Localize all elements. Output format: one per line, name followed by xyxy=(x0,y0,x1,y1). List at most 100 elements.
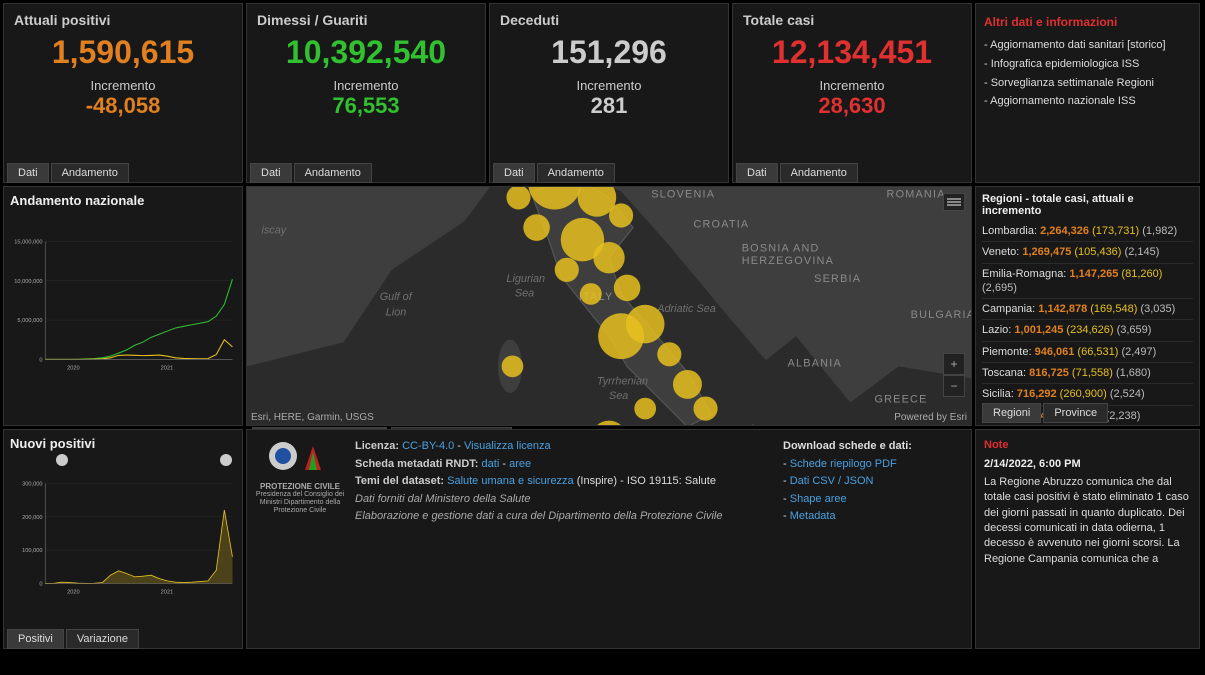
tab-andamento[interactable]: Andamento xyxy=(294,163,372,183)
tab-dati[interactable]: Dati xyxy=(736,163,778,183)
svg-text:Gulf of: Gulf of xyxy=(380,291,413,303)
map-panel[interactable]: FRANCESWITZERLANDAUSTRIASLOVENIAHUNGARYR… xyxy=(246,186,972,426)
chart-andamento-nazionale: Andamento nazionale 0 5,000,000 10,000,000 1… xyxy=(3,186,243,426)
stat-card-2: Deceduti 151,296 Incremento281 DatiAndament… xyxy=(489,3,729,183)
stat-card-3: Totale casi 12,134,451 Incremento28,630 Dat… xyxy=(732,3,972,183)
svg-text:HERZEGOVINA: HERZEGOVINA xyxy=(742,255,834,267)
info-links-header: Altri dati e informazioni xyxy=(984,12,1191,32)
increment-label: Incremento xyxy=(500,78,718,93)
svg-text:ALBANIA: ALBANIA xyxy=(788,357,842,369)
info-link[interactable]: - Aggiornamento dati sanitari [storico] xyxy=(984,36,1191,55)
regions-panel: Regioni - totale casi, attuali e increme… xyxy=(975,186,1200,426)
tab-dati[interactable]: Dati xyxy=(250,163,292,183)
svg-text:Sea: Sea xyxy=(515,287,534,299)
note-panel: Note 2/14/2022, 6:00 PM La Regione Abruzzo… xyxy=(975,429,1200,649)
increment-value: -48,058 xyxy=(14,93,232,119)
svg-text:Ionian Sea: Ionian Sea xyxy=(736,424,788,425)
stat-tabs: DatiAndamento xyxy=(493,163,615,183)
stat-title: Deceduti xyxy=(500,12,718,28)
region-row[interactable]: Emilia-Romagna: 1,147,265 (81,260) (2,69… xyxy=(982,264,1193,300)
svg-text:iscay: iscay xyxy=(261,225,286,237)
tab-regioni[interactable]: Regioni xyxy=(982,403,1041,423)
svg-text:Sea: Sea xyxy=(609,390,628,402)
note-header: Note xyxy=(984,438,1191,453)
zoom-out-button[interactable]: − xyxy=(943,375,965,397)
tab-variazione[interactable]: Variazione xyxy=(66,629,139,649)
stat-tabs: DatiAndamento xyxy=(7,163,129,183)
svg-text:GREECE: GREECE xyxy=(874,394,927,406)
chart-title: Andamento nazionale xyxy=(10,193,236,208)
stat-title: Totale casi xyxy=(743,12,961,28)
legend-icon[interactable] xyxy=(943,193,965,211)
svg-text:5,000,000: 5,000,000 xyxy=(17,318,42,324)
region-row[interactable]: Lombardia: 2,264,326 (173,731) (1,982) xyxy=(982,221,1193,242)
svg-text:100,000: 100,000 xyxy=(22,548,42,554)
license-link[interactable]: CC-BY-4.0 xyxy=(402,440,454,452)
note-body: La Regione Abruzzo comunica che dal tota… xyxy=(984,475,1191,567)
protezione-civile-logo: PROTEZIONE CIVILEPresidenza del Consigli… xyxy=(255,438,345,640)
stat-card-0: Attuali positivi 1,590,615 Incremento-48,0… xyxy=(3,3,243,183)
note-date: 2/14/2022, 6:00 PM xyxy=(984,457,1191,472)
svg-text:Ligurian: Ligurian xyxy=(506,273,545,285)
region-row[interactable]: Lazio: 1,001,245 (234,626) (3,659) xyxy=(982,320,1193,341)
zoom-in-button[interactable]: + xyxy=(943,353,965,375)
footer-metadata: Licenza: CC-BY-4.0 - Visualizza licenza … xyxy=(355,438,773,640)
tab-province[interactable]: Province xyxy=(1043,403,1108,423)
stat-value: 1,590,615 xyxy=(14,36,232,68)
increment-value: 28,630 xyxy=(743,93,961,119)
increment-label: Incremento xyxy=(14,78,232,93)
svg-text:2020: 2020 xyxy=(67,365,80,371)
map-attribution-left: Esri, HERE, Garmin, USGS xyxy=(251,412,374,423)
rndt-dati-link[interactable]: dati xyxy=(482,458,500,470)
tab-dati[interactable]: Dati xyxy=(7,163,49,183)
download-link[interactable]: Shape aree xyxy=(790,493,847,505)
chart-nuovi-positivi: Nuovi positivi0100,000200,000300,0002020… xyxy=(3,429,243,649)
footer-panel: PROTEZIONE CIVILEPresidenza del Consigli… xyxy=(246,429,972,649)
svg-text:Lion: Lion xyxy=(386,307,407,319)
tab-andamento[interactable]: Andamento xyxy=(780,163,858,183)
info-link[interactable]: - Sorveglianza settimanale Regioni xyxy=(984,74,1191,93)
stat-title: Dimessi / Guariti xyxy=(257,12,475,28)
time-slider-handle-left[interactable] xyxy=(56,454,68,466)
chart-title: Nuovi positivi xyxy=(10,436,236,451)
svg-text:ROMANIA: ROMANIA xyxy=(887,188,946,200)
region-row[interactable]: Campania: 1,142,878 (169,548) (3,035) xyxy=(982,299,1193,320)
tab-andamento[interactable]: Andamento xyxy=(537,163,615,183)
svg-text:2021: 2021 xyxy=(161,365,174,371)
temi-link[interactable]: Salute umana e sicurezza xyxy=(447,475,574,487)
tab-dati[interactable]: Dati xyxy=(493,163,535,183)
svg-text:0: 0 xyxy=(39,582,42,588)
region-row[interactable]: Toscana: 816,725 (71,558) (1,680) xyxy=(982,363,1193,384)
svg-text:Tyrrhenian: Tyrrhenian xyxy=(597,375,648,387)
stat-title: Attuali positivi xyxy=(14,12,232,28)
increment-value: 76,553 xyxy=(257,93,475,119)
stat-value: 12,134,451 xyxy=(743,36,961,68)
info-link[interactable]: - Infografica epidemiologica ISS xyxy=(984,55,1191,74)
increment-value: 281 xyxy=(500,93,718,119)
svg-text:2021: 2021 xyxy=(161,589,174,595)
stat-value: 151,296 xyxy=(500,36,718,68)
svg-text:Adriatic Sea: Adriatic Sea xyxy=(656,303,716,315)
region-row[interactable]: Veneto: 1,269,475 (105,436) (2,145) xyxy=(982,242,1193,263)
svg-text:CROATIA: CROATIA xyxy=(693,219,749,231)
svg-text:0: 0 xyxy=(39,358,42,364)
download-link[interactable]: Schede riepilogo PDF xyxy=(790,458,897,470)
svg-text:BOSNIA AND: BOSNIA AND xyxy=(742,243,820,255)
increment-label: Incremento xyxy=(743,78,961,93)
download-link[interactable]: Metadata xyxy=(790,510,836,522)
download-links: Download schede e dati:- Schede riepilog… xyxy=(783,438,963,640)
info-links-panel: Altri dati e informazioni - Aggiornamento… xyxy=(975,3,1200,183)
svg-text:10,000,000: 10,000,000 xyxy=(14,279,42,285)
time-slider-handle-right[interactable] xyxy=(220,454,232,466)
license-view-link[interactable]: Visualizza licenza xyxy=(464,440,551,452)
increment-label: Incremento xyxy=(257,78,475,93)
tab-andamento[interactable]: Andamento xyxy=(51,163,129,183)
tab-positivi[interactable]: Positivi xyxy=(7,629,64,649)
map-attribution-right: Powered by Esri xyxy=(894,412,967,423)
svg-text:15,000,000: 15,000,000 xyxy=(14,240,42,246)
region-row[interactable]: Piemonte: 946,061 (66,531) (2,497) xyxy=(982,342,1193,363)
rndt-aree-link[interactable]: aree xyxy=(509,458,531,470)
download-link[interactable]: Dati CSV / JSON xyxy=(790,475,874,487)
svg-text:SLOVENIA: SLOVENIA xyxy=(651,188,715,200)
info-link[interactable]: - Aggiornamento nazionale ISS xyxy=(984,92,1191,111)
